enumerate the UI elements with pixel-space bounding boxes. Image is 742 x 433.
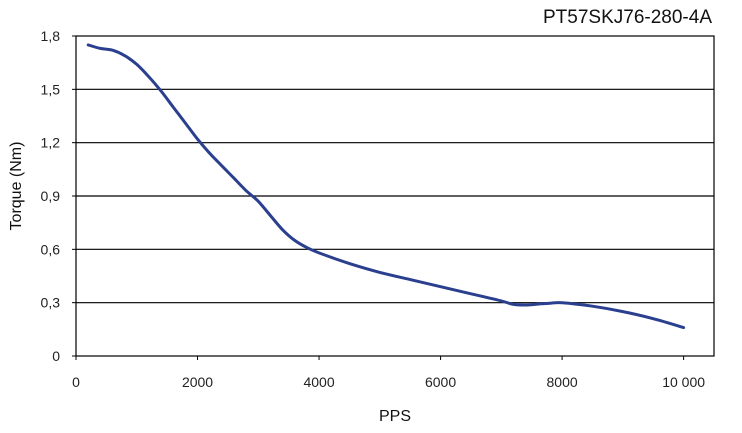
x-tick-label: 4000 (303, 374, 334, 390)
y-ticks: 0 0,3 0,6 0,9 1,2 1,5 1,8 (41, 28, 76, 364)
y-tick-label: 1,2 (41, 135, 61, 151)
chart-title: PT57SKJ76-280-4A (543, 7, 712, 28)
y-axis-title: Torque (Nm) (8, 142, 25, 231)
x-tick-label: 0 (72, 374, 80, 390)
y-tick-label: 0,9 (41, 188, 61, 204)
grid-lines (76, 88, 714, 304)
y-tick-label: 0 (52, 348, 60, 364)
y-tick-label: 1,8 (41, 28, 61, 44)
x-axis-title: PPS (379, 408, 411, 425)
x-tick-label: 10 000 (662, 374, 705, 390)
x-ticks: 0 2000 4000 6000 8000 10 000 (72, 356, 705, 390)
x-tick-label: 6000 (425, 374, 456, 390)
x-tick-label: 2000 (182, 374, 213, 390)
y-tick-label: 0,6 (41, 241, 61, 257)
y-tick-label: 1,5 (41, 81, 61, 97)
torque-series-line (86, 43, 686, 330)
y-tick-label: 0,3 (41, 295, 61, 311)
x-tick-label: 8000 (547, 374, 578, 390)
